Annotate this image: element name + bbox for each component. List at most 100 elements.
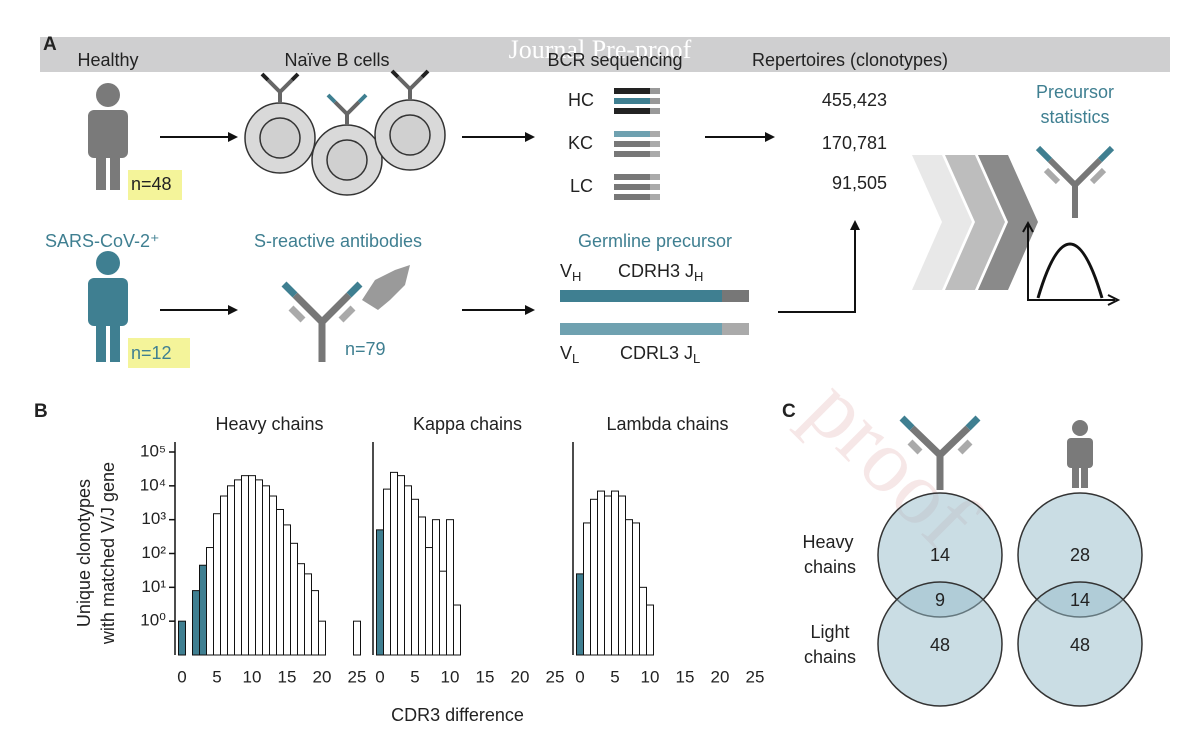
chevron <box>945 155 1005 290</box>
segment: V <box>560 343 572 363</box>
bar <box>353 620 361 656</box>
chart-title: Heavy chains <box>215 414 323 434</box>
bar <box>590 498 598 656</box>
bar <box>604 495 612 656</box>
bar <box>646 604 654 656</box>
bar <box>199 564 207 656</box>
y-tick-label: 10³ <box>141 509 166 528</box>
bar <box>304 573 312 656</box>
bar <box>283 524 291 656</box>
bar <box>439 570 447 656</box>
x-axis-label: CDR3 difference <box>391 705 524 725</box>
segment-sub: H <box>694 269 703 284</box>
bcr-icons <box>260 69 430 125</box>
chain-label: KC <box>568 133 593 153</box>
arrowhead <box>228 305 238 315</box>
antibody-icon <box>281 281 363 362</box>
venn-count: 14 <box>930 545 950 565</box>
segment: V <box>560 261 572 281</box>
bar <box>404 485 412 656</box>
x-tick-label: 10 <box>243 667 262 686</box>
y-axis-label: with matched V/J gene <box>98 462 118 645</box>
antibody-icon <box>899 415 981 490</box>
bar <box>618 495 626 656</box>
bar <box>418 516 426 656</box>
bar <box>269 495 277 656</box>
distribution-plot <box>1022 220 1121 306</box>
x-tick-label: 0 <box>177 667 186 686</box>
person-icon <box>88 251 128 362</box>
bar <box>446 519 454 656</box>
segment-sub: H <box>572 269 581 284</box>
bar <box>632 522 640 656</box>
bar <box>311 590 319 656</box>
chart-title: Kappa chains <box>413 414 522 434</box>
x-tick-label: 20 <box>711 667 730 686</box>
chart-title: Lambda chains <box>606 414 728 434</box>
venn <box>877 492 1143 707</box>
x-tick-label: 15 <box>278 667 297 686</box>
bar <box>227 485 235 656</box>
x-tick-label: 25 <box>746 667 765 686</box>
segment: CDRH3 J <box>618 261 694 281</box>
clonotype-count: 91,505 <box>832 173 887 193</box>
bar <box>262 485 270 656</box>
bar <box>241 475 249 656</box>
x-tick-label: 25 <box>348 667 367 686</box>
venn-count: 9 <box>935 590 945 610</box>
segment: CDRL3 J <box>620 343 693 363</box>
x-tick-label: 10 <box>441 667 460 686</box>
bar <box>206 547 214 656</box>
count-label: n=79 <box>345 339 386 359</box>
segment-sub: L <box>693 351 700 366</box>
x-tick-label: 20 <box>511 667 530 686</box>
person-icon <box>1067 420 1093 488</box>
sequencing-bars <box>614 88 660 200</box>
y-tick-label: 10⁰ <box>140 611 166 630</box>
chevron <box>912 155 972 290</box>
bar <box>255 479 263 656</box>
bar <box>432 519 440 656</box>
bar <box>425 547 433 656</box>
bar <box>453 604 461 656</box>
y-tick-label: 10¹ <box>141 577 166 596</box>
arrowhead <box>525 132 535 142</box>
step-label: Naïve B cells <box>284 50 389 70</box>
row-label: chains <box>804 557 856 577</box>
bar <box>192 590 200 656</box>
x-tick-label: 15 <box>676 667 695 686</box>
y-tick-label: 10² <box>141 543 166 562</box>
bar <box>248 475 256 656</box>
row-label: chains <box>804 647 856 667</box>
highlight <box>128 170 182 200</box>
clonotype-count: 170,781 <box>822 133 887 153</box>
y-tick-label: 10⁵ <box>140 441 166 460</box>
highlight <box>128 338 190 368</box>
bar <box>220 495 228 656</box>
watermark: Journal Pre-proof <box>509 35 692 64</box>
germline-bar <box>560 290 722 302</box>
row-label: Heavy <box>802 532 853 552</box>
segment-labels: VH CDRH3 JH <box>560 261 703 285</box>
banner <box>40 37 1170 72</box>
y-tick-label: 10⁴ <box>140 475 166 494</box>
bar <box>639 586 647 656</box>
person-icon <box>88 83 128 190</box>
stats-title: statistics <box>1040 107 1109 127</box>
x-tick-label: 10 <box>641 667 660 686</box>
germline-bar <box>722 323 749 335</box>
germline-bar <box>560 323 722 335</box>
bar <box>611 490 619 656</box>
x-tick-label: 20 <box>313 667 332 686</box>
bar <box>376 529 384 656</box>
bar <box>290 542 298 656</box>
x-tick-label: 0 <box>375 667 384 686</box>
y-axis-label: Unique clonotypes <box>74 479 94 627</box>
x-tick-label: 25 <box>546 667 565 686</box>
x-tick-label: 15 <box>476 667 495 686</box>
count-label: n=12 <box>131 343 172 363</box>
panel-label: A <box>43 34 57 55</box>
count-label: n=48 <box>131 174 172 194</box>
stats-title: Precursor <box>1036 82 1114 102</box>
step-label: SARS-CoV-2⁺ <box>45 231 160 251</box>
